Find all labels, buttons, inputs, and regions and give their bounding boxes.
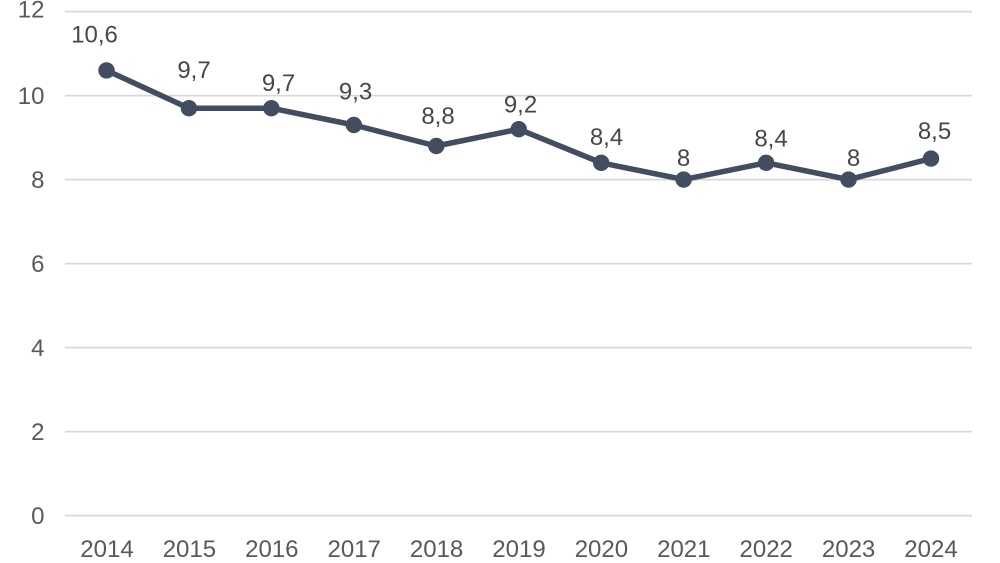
svg-text:12: 12: [18, 0, 45, 24]
svg-text:0: 0: [31, 503, 44, 530]
svg-text:2: 2: [31, 419, 44, 446]
svg-text:8,4: 8,4: [590, 124, 623, 151]
svg-text:2022: 2022: [740, 536, 793, 563]
svg-text:2015: 2015: [163, 536, 216, 563]
svg-text:9,7: 9,7: [262, 70, 295, 97]
svg-text:2021: 2021: [657, 536, 710, 563]
svg-text:10,6: 10,6: [71, 22, 118, 49]
svg-text:9,7: 9,7: [177, 57, 210, 84]
svg-text:8: 8: [677, 145, 690, 172]
svg-text:8,4: 8,4: [754, 126, 787, 153]
svg-text:9,2: 9,2: [504, 92, 537, 119]
svg-text:10: 10: [18, 83, 45, 110]
svg-text:2019: 2019: [492, 536, 545, 563]
svg-text:8: 8: [847, 145, 860, 172]
svg-text:8,5: 8,5: [918, 118, 951, 145]
svg-text:2017: 2017: [328, 536, 381, 563]
svg-text:2014: 2014: [80, 536, 133, 563]
svg-text:2018: 2018: [410, 536, 463, 563]
svg-text:8: 8: [31, 167, 44, 194]
svg-text:9,3: 9,3: [339, 79, 372, 106]
svg-text:6: 6: [31, 251, 44, 278]
svg-text:2024: 2024: [904, 536, 957, 563]
svg-text:4: 4: [31, 335, 44, 362]
svg-text:2016: 2016: [245, 536, 298, 563]
svg-text:8,8: 8,8: [421, 103, 454, 130]
svg-text:2023: 2023: [822, 536, 875, 563]
svg-text:2020: 2020: [575, 536, 628, 563]
